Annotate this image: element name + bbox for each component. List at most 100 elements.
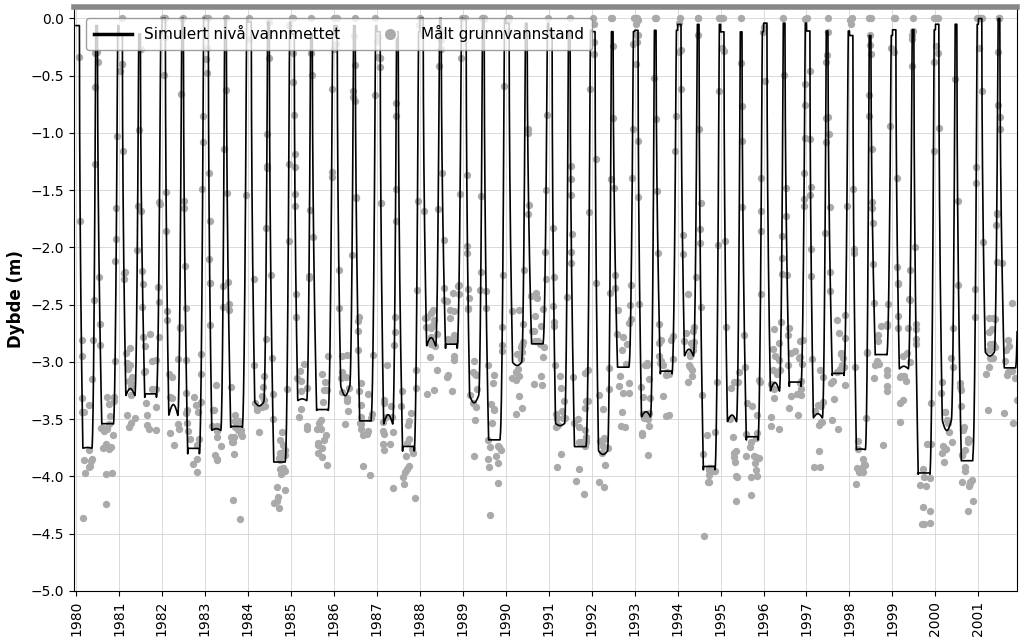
Point [313, 452, 330, 462]
Point [570, 413, 587, 424]
Point [639, 358, 655, 368]
Point [629, 37, 645, 47]
Point [451, 281, 467, 291]
Point [994, 257, 1011, 267]
Point [443, 334, 460, 345]
Point [797, 132, 813, 143]
Point [176, 196, 193, 206]
Point [806, 462, 822, 472]
Point [855, 454, 871, 464]
Point [353, 412, 370, 422]
Point [862, 30, 879, 40]
Point [962, 478, 978, 488]
Point [675, 230, 691, 240]
Point [542, 28, 558, 38]
Point [89, 57, 105, 68]
Point [89, 47, 105, 57]
Point [201, 254, 217, 264]
Point [483, 417, 500, 428]
Point [352, 419, 369, 429]
Point [968, 312, 984, 322]
Point [156, 70, 172, 80]
Point [774, 231, 791, 241]
Point [432, 44, 449, 55]
Point [726, 457, 742, 467]
Point [382, 439, 398, 449]
Point [479, 435, 496, 445]
Point [396, 478, 413, 489]
Point [348, 192, 365, 203]
Point [466, 451, 482, 462]
Point [508, 409, 524, 419]
Point [520, 209, 537, 219]
Point [328, 24, 344, 35]
Point [668, 111, 684, 121]
Point [526, 336, 543, 347]
Point [702, 463, 719, 473]
Point [282, 21, 298, 31]
Point [904, 61, 921, 71]
Point [559, 292, 575, 302]
Point [489, 478, 506, 488]
Point [398, 438, 415, 448]
Point [82, 455, 98, 466]
Point [275, 462, 292, 473]
Point [164, 393, 180, 403]
Point [701, 469, 718, 480]
Point [121, 376, 137, 386]
Point [225, 437, 242, 448]
Point [387, 327, 403, 337]
Point [635, 392, 651, 403]
Point [988, 208, 1005, 219]
Point [350, 311, 367, 322]
Point [549, 419, 565, 430]
Point [605, 41, 622, 51]
Point [388, 98, 404, 109]
Point [119, 358, 135, 368]
Point [939, 415, 955, 425]
Point [341, 383, 357, 394]
Point [444, 386, 461, 396]
Point [883, 42, 899, 53]
Point [693, 390, 710, 400]
Point [288, 289, 304, 300]
Point [220, 277, 237, 287]
Point [984, 340, 1000, 350]
Point [173, 89, 189, 99]
Point [129, 245, 145, 255]
Point [575, 489, 592, 500]
Point [415, 28, 431, 39]
Point [630, 30, 646, 40]
Point [135, 279, 152, 289]
Point [299, 383, 315, 394]
Point [553, 406, 569, 416]
Point [275, 449, 292, 459]
Point [156, 14, 172, 24]
Point [660, 369, 677, 379]
Point [434, 168, 451, 179]
Point [425, 305, 441, 316]
Point [372, 62, 388, 72]
Point [260, 17, 276, 27]
Point [819, 14, 836, 24]
Point [941, 426, 957, 437]
Point [537, 246, 553, 257]
Point [597, 460, 613, 471]
Point [684, 365, 700, 376]
Point [257, 401, 273, 411]
Point [490, 458, 507, 469]
Point [501, 14, 517, 24]
Point [339, 396, 355, 406]
Point [870, 359, 887, 369]
Point [624, 280, 640, 290]
Point [861, 14, 878, 24]
Point [961, 437, 977, 447]
Point [737, 451, 754, 462]
Point [474, 14, 490, 24]
Point [81, 445, 97, 455]
Point [652, 358, 669, 368]
Point [715, 14, 731, 24]
Point [462, 390, 478, 400]
Point [515, 318, 531, 329]
Point [773, 317, 790, 327]
